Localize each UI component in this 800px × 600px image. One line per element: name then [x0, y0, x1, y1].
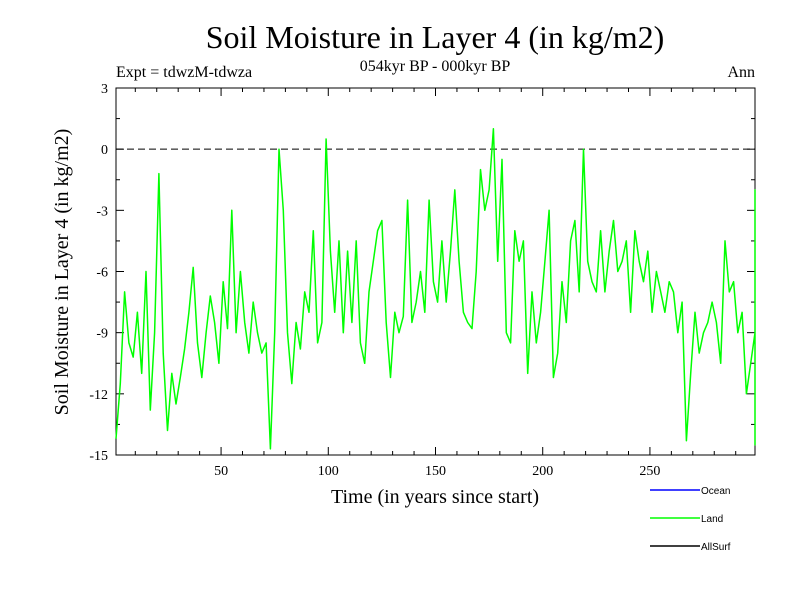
x-tick-label: 200 — [532, 464, 553, 479]
legend-label-ocean: Ocean — [701, 486, 730, 497]
y-tick-label: -12 — [89, 388, 108, 403]
y-tick-label: 3 — [101, 82, 108, 97]
legend-label-allsurf: AllSurf — [701, 542, 731, 553]
legend-label-land: Land — [701, 514, 723, 525]
y-tick-label: -9 — [96, 327, 108, 342]
experiment-label: Expt = tdwzM-tdwza — [116, 64, 252, 81]
x-tick-label: 100 — [318, 464, 339, 479]
legend: Ocean Land AllSurf — [650, 486, 731, 553]
x-tick-label: 150 — [425, 464, 446, 479]
series-line-land — [115, 128, 756, 450]
y-tick-label: -15 — [89, 449, 108, 464]
plot-area: 50 100 150 200 250 3 0 -3 -6 -9 -12 -15 — [89, 82, 756, 479]
y-tick-label: -6 — [96, 266, 108, 281]
season-label: Ann — [727, 64, 755, 81]
x-tick-label: 50 — [214, 464, 228, 479]
plot-frame — [115, 87, 756, 456]
y-axis-label: Soil Moisture in Layer 4 (in kg/m2) — [51, 129, 73, 416]
x-tick-label: 250 — [639, 464, 660, 479]
y-tick-label: 0 — [101, 143, 108, 158]
chart-subtitle: 054kyr BP - 000kyr BP — [360, 58, 511, 75]
chart-title: Soil Moisture in Layer 4 (in kg/m2) — [206, 19, 665, 55]
y-tick-label: -3 — [96, 204, 108, 219]
x-axis-label: Time (in years since start) — [331, 486, 539, 508]
